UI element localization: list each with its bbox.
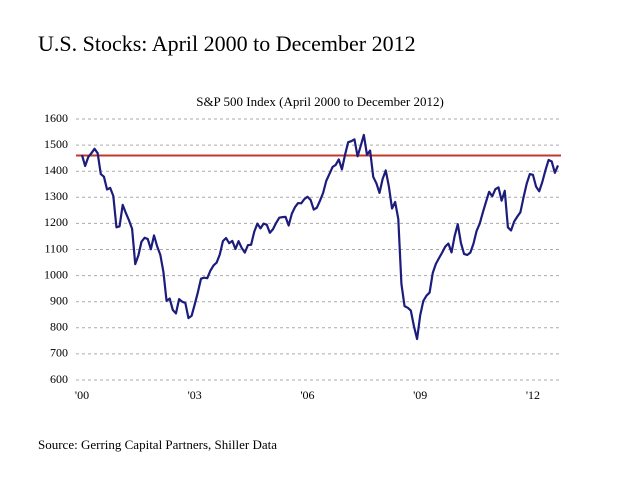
data-line (80, 133, 560, 341)
page-title: U.S. Stocks: April 2000 to December 2012 (38, 31, 416, 56)
y-tick-label: 1600 (44, 111, 68, 125)
y-tick-label: 1000 (44, 267, 68, 281)
y-tick-label: 900 (50, 293, 68, 307)
x-tick-label: '06 (300, 388, 314, 402)
x-tick-label: '12 (526, 388, 540, 402)
y-tick-label: 800 (50, 320, 68, 334)
y-tick-label: 700 (50, 346, 68, 360)
y-tick-label: 1300 (44, 189, 68, 203)
x-tick-label: '03 (188, 388, 202, 402)
y-tick-label: 1400 (44, 163, 68, 177)
x-tick-label: '09 (413, 388, 427, 402)
y-tick-label: 1500 (44, 137, 68, 151)
x-tick-label: '00 (75, 388, 89, 402)
y-tick-label: 1200 (44, 215, 68, 229)
source: Source: Gerring Capital Partners, Shille… (38, 437, 277, 452)
y-tick-label: 1100 (44, 241, 68, 255)
chart-title: S&P 500 Index (April 2000 to December 20… (196, 94, 444, 109)
y-tick-label: 600 (50, 372, 68, 386)
